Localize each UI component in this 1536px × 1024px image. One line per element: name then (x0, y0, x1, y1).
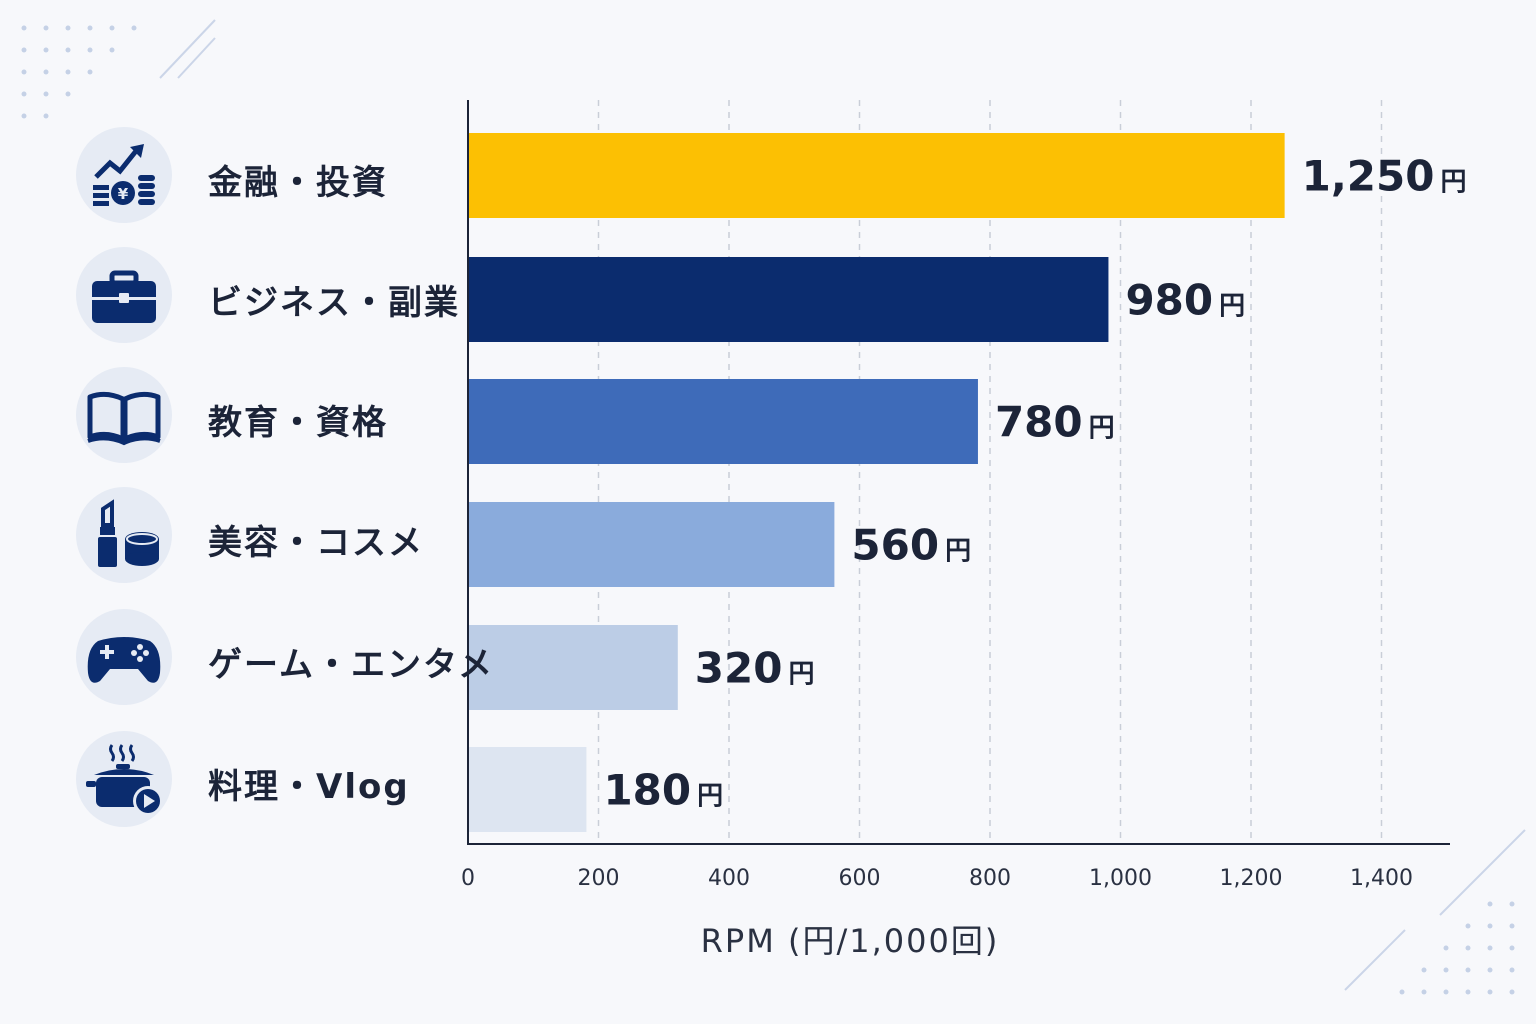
finance-chart-coins-icon: ¥ (76, 127, 172, 223)
svg-text:¥: ¥ (118, 185, 129, 203)
gamepad-icon (76, 609, 172, 705)
bar (469, 257, 1109, 342)
lipstick-compact-icon (76, 487, 172, 583)
value-label: 320 円 (695, 644, 815, 693)
category-label: ビジネス・副業 (208, 283, 460, 323)
x-tick-label: 600 (839, 866, 881, 891)
category-row-game: ゲーム・エンタメ (70, 609, 492, 709)
bar (469, 747, 587, 832)
category-label: 金融・投資 (208, 163, 388, 203)
x-tick-label: 200 (578, 866, 620, 891)
category-label: 教育・資格 (208, 403, 388, 443)
bar (469, 502, 835, 587)
category-row-finance: ¥ 金融・投資 (70, 127, 450, 227)
x-tick-label: 1,200 (1220, 866, 1283, 891)
category-row-education: 教育・資格 (70, 367, 450, 467)
x-tick-label: 1,000 (1089, 866, 1152, 891)
value-label: 560 円 (851, 521, 971, 570)
value-label: 1,250 円 (1302, 152, 1467, 201)
value-label: 780 円 (995, 398, 1115, 447)
x-tick-label: 400 (708, 866, 750, 891)
value-label: 980 円 (1125, 276, 1245, 325)
x-tick-label: 1,400 (1350, 866, 1413, 891)
pot-video-icon (76, 731, 172, 827)
category-row-beauty: 美容・コスメ (70, 487, 450, 587)
category-label: 料理・Vlog (208, 767, 410, 807)
value-label: 180 円 (603, 766, 723, 815)
open-book-icon (76, 367, 172, 463)
x-tick-label: 0 (461, 866, 475, 891)
category-label: ゲーム・エンタメ (208, 645, 494, 685)
x-axis-label: RPM (円/1,000回) (700, 922, 1000, 960)
category-row-business: ビジネス・副業 (70, 247, 458, 347)
bar (469, 133, 1285, 218)
category-row-cooking: 料理・Vlog (70, 731, 450, 831)
category-label: 美容・コスメ (208, 523, 424, 563)
briefcase-icon (76, 247, 172, 343)
bar (469, 379, 978, 464)
x-tick-label: 800 (969, 866, 1011, 891)
bar (469, 625, 678, 710)
